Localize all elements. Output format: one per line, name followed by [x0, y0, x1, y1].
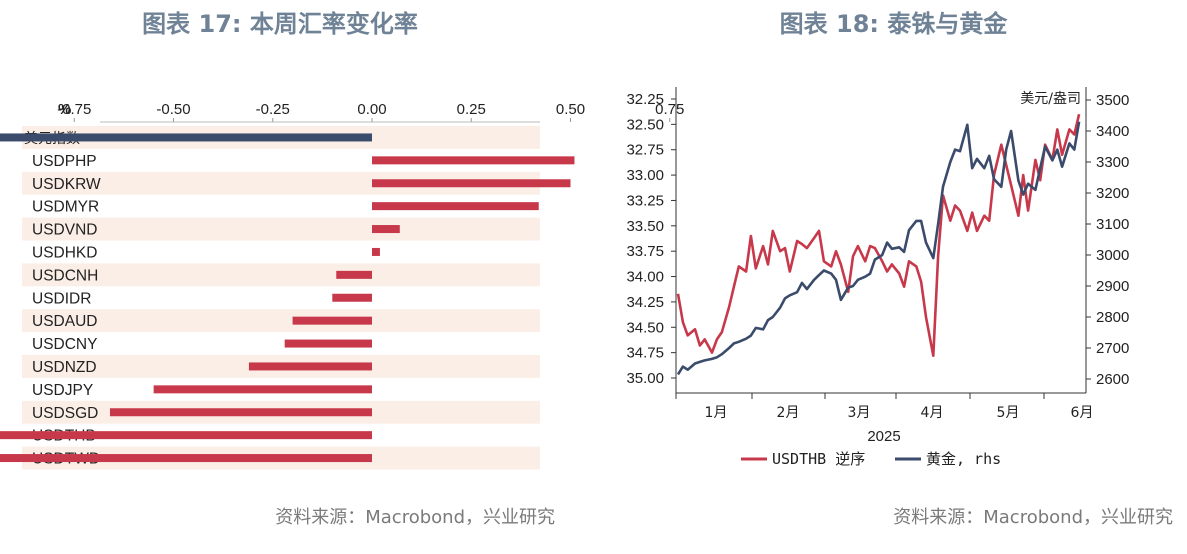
category-label: USDHKD [32, 244, 97, 261]
x-tick-label: 0.50 [556, 101, 585, 118]
right-tick-label: 3500 [1096, 92, 1129, 109]
bar [332, 293, 372, 302]
right-chart-title: 图表 18: 泰铢与黄金 [779, 10, 1008, 38]
x-tick-label: 5月 [997, 405, 1020, 421]
right-tick-label: 3200 [1096, 185, 1129, 202]
category-label: USDVND [32, 222, 97, 239]
bar [372, 179, 571, 188]
x-tick-label: 0.75 [655, 101, 684, 118]
bar [372, 247, 380, 256]
right-tick-label: 3400 [1096, 123, 1129, 140]
x-tick-label: 2月 [777, 405, 800, 421]
category-label: USDKRW [32, 176, 101, 193]
x-axis-year-label: 2025 [867, 428, 900, 445]
right-tick-label: 3000 [1096, 247, 1129, 264]
right-tick-label: 3300 [1096, 154, 1129, 171]
category-label: USDMYR [32, 199, 99, 216]
category-label: USDJPY [32, 382, 93, 399]
legend-label-gold: 黄金, rhs [926, 450, 1001, 468]
right-tick-label: 3100 [1096, 216, 1129, 233]
left-tick-label: 34.75 [626, 345, 664, 362]
bar [372, 225, 400, 234]
left-tick-label: 35.00 [626, 370, 664, 387]
x-tick-label: -0.25 [256, 101, 290, 118]
right-tick-label: 2900 [1096, 278, 1129, 295]
right-tick-label: 2600 [1096, 371, 1129, 388]
x-tick-label: 1月 [705, 405, 728, 421]
left-tick-label: 32.50 [626, 116, 664, 133]
bar [0, 133, 373, 142]
x-tick-label: 6月 [1071, 405, 1094, 421]
legend-label-usdthb: USDTHB 逆序 [772, 450, 865, 468]
category-band [22, 217, 540, 241]
x-tick-label: 0.00 [357, 101, 386, 118]
left-tick-label: 34.50 [626, 319, 664, 336]
category-label: USDAUD [32, 313, 97, 330]
x-tick-label: -0.50 [156, 101, 190, 118]
gold-line [676, 121, 1081, 376]
right-source-note: 资料来源：Macrobond，兴业研究 [893, 507, 1173, 528]
left-tick-label: 33.25 [626, 192, 664, 209]
left-tick-label: 34.25 [626, 294, 664, 311]
category-label: USDIDR [32, 290, 91, 307]
category-label: USDPHP [32, 153, 97, 170]
bar [292, 316, 372, 325]
bar [248, 362, 372, 371]
bar [336, 270, 372, 279]
bar [153, 385, 372, 394]
left-tick-label: 32.75 [626, 142, 664, 159]
left-tick-label: 34.00 [626, 269, 664, 286]
bar [372, 156, 575, 165]
category-label: USDCNY [32, 336, 97, 353]
left-chart-title: 图表 17: 本周汇率变化率 [142, 10, 418, 38]
category-band [22, 263, 540, 287]
bar [109, 408, 372, 417]
x-tick-label: 3月 [848, 405, 871, 421]
x-tick-label: 4月 [921, 405, 944, 421]
bar [284, 339, 372, 348]
category-label: USDSGD [32, 405, 98, 422]
left-tick-label: 33.00 [626, 167, 664, 184]
category-band [22, 171, 540, 195]
usdthb-line [676, 113, 1081, 358]
category-label: USDNZD [32, 359, 97, 376]
bar [0, 431, 373, 440]
category-band [22, 309, 540, 333]
left-tick-label: 32.25 [626, 91, 664, 108]
left-tick-label: 33.50 [626, 218, 664, 235]
left-source-note: 资料来源：Macrobond，兴业研究 [275, 507, 555, 528]
unit-label: % [58, 101, 71, 118]
right-tick-label: 2800 [1096, 309, 1129, 326]
bar [0, 454, 372, 463]
right-tick-label: 2700 [1096, 340, 1129, 357]
x-tick-label: 0.25 [457, 101, 486, 118]
bar [372, 202, 539, 211]
left-tick-label: 33.75 [626, 243, 664, 260]
right-axis-unit-label: 美元/盎司 [1020, 91, 1081, 107]
category-label: USDCNH [32, 267, 98, 284]
x-tick-label: -0.75 [57, 101, 91, 118]
